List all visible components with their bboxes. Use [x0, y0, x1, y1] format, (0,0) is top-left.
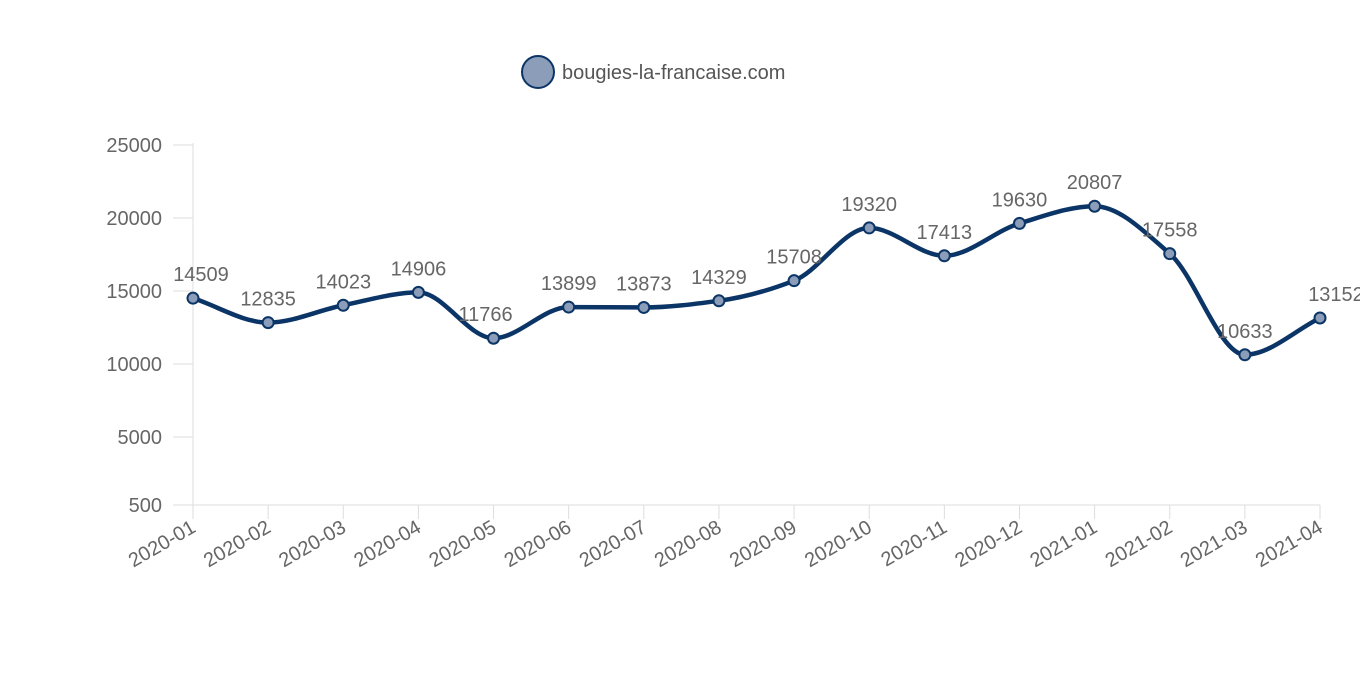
data-point[interactable] [186, 291, 200, 305]
data-point[interactable] [787, 274, 801, 288]
data-point[interactable] [1012, 216, 1026, 230]
x-axis-ticks: 2020-01 2020-02 2020-03 2020-04 2020-05 2020-… [125, 505, 1327, 572]
data-label: 12835 [240, 289, 296, 311]
y-axis-ticks: 500 5000 10000 15000 20000 25000 [106, 135, 193, 517]
x-tick-label: 2021-03 [1177, 516, 1252, 572]
legend[interactable]: bougies-la-francaise.com [521, 55, 785, 89]
data-point[interactable] [336, 298, 350, 312]
x-tick-label: 2020-02 [200, 516, 275, 572]
data-label: 14509 [173, 264, 229, 286]
y-tick-label: 10000 [106, 354, 162, 376]
data-label: 11766 [458, 304, 512, 326]
data-label: 13899 [541, 273, 597, 295]
data-point[interactable] [411, 285, 425, 299]
x-tick-label: 2020-08 [651, 516, 726, 572]
data-label: 19320 [841, 194, 897, 216]
data-point[interactable] [1088, 199, 1102, 213]
x-tick-label: 2020-01 [125, 516, 200, 572]
legend-marker [521, 55, 555, 89]
series-layer [186, 199, 1327, 362]
data-point[interactable] [712, 294, 726, 308]
x-tick-label: 2020-09 [726, 516, 801, 572]
data-label: 17413 [917, 222, 973, 244]
data-label: 14023 [315, 271, 371, 293]
y-tick-label: 25000 [106, 135, 162, 157]
x-tick-label: 2020-12 [951, 516, 1026, 572]
y-tick-label: 15000 [106, 281, 162, 303]
data-label: 10633 [1217, 321, 1273, 343]
series-line [190, 203, 1323, 358]
data-labels: 14509 12835 14023 14906 11766 13899 13873 14329… [173, 172, 1360, 343]
data-point[interactable] [487, 331, 501, 345]
x-tick-label: 2021-01 [1027, 516, 1102, 572]
x-tick-label: 2021-04 [1252, 516, 1327, 572]
data-point[interactable] [1313, 311, 1327, 325]
data-label: 19630 [992, 189, 1048, 211]
data-label: 17558 [1142, 220, 1198, 242]
legend-label: bougies-la-francaise.com [562, 62, 785, 84]
x-tick-label: 2020-07 [576, 516, 651, 572]
y-tick-label: 500 [129, 495, 162, 517]
axes [192, 143, 1320, 506]
data-point[interactable] [1238, 348, 1252, 362]
data-label: 14329 [691, 267, 747, 289]
data-point[interactable] [862, 221, 876, 235]
y-tick-label: 20000 [106, 208, 162, 230]
x-tick-label: 2020-05 [425, 516, 500, 572]
y-tick-label: 5000 [118, 427, 163, 449]
x-tick-label: 2021-02 [1102, 516, 1177, 572]
data-point[interactable] [562, 300, 576, 314]
data-point[interactable] [637, 300, 651, 314]
x-tick-label: 2020-10 [801, 516, 876, 572]
x-tick-label: 2020-06 [501, 516, 576, 572]
data-label: 20807 [1067, 172, 1123, 194]
x-tick-label: 2020-04 [350, 516, 425, 572]
data-label: 13873 [616, 273, 672, 295]
data-point[interactable] [1163, 247, 1177, 261]
data-label: 14906 [391, 258, 447, 280]
x-tick-label: 2020-11 [878, 516, 951, 571]
data-point[interactable] [261, 316, 275, 330]
data-point[interactable] [937, 249, 951, 263]
data-label: 13152 [1308, 284, 1360, 306]
data-label: 15708 [766, 247, 822, 269]
x-tick-label: 2020-03 [275, 516, 350, 572]
